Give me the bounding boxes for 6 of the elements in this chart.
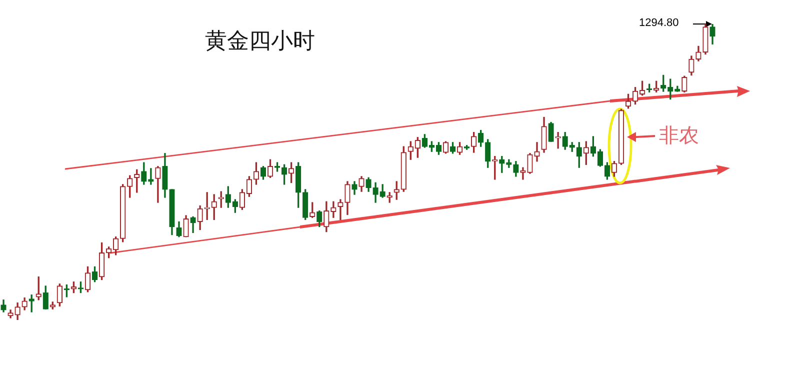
candlestick [520,167,526,180]
chart-title: 黄金四小时 [205,28,315,56]
candlestick [148,168,154,185]
annotation: 非农 [659,122,699,149]
annotation: 1294.80 [639,17,679,29]
candlestick [338,199,344,220]
